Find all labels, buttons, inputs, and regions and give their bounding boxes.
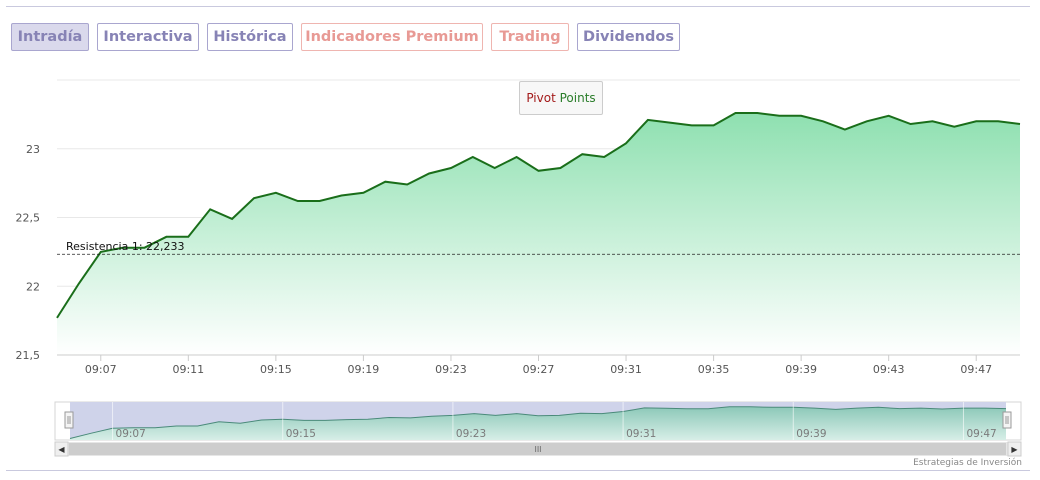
navigator-x-label: 09:23 bbox=[456, 428, 486, 440]
tab-trading[interactable]: Trading bbox=[491, 23, 569, 51]
x-tick-label: 09:31 bbox=[610, 363, 642, 376]
tab-interactiva[interactable]: Interactiva bbox=[97, 23, 199, 51]
x-axis: 09:07 09:11 09:15 09:19 09:23 09:27 09:31 09:35… bbox=[57, 354, 1020, 376]
points-label: Points bbox=[559, 91, 596, 105]
x-tick-label: 09:43 bbox=[873, 363, 905, 376]
scrollbar-thumb[interactable] bbox=[69, 443, 1006, 455]
navigator-area bbox=[70, 406, 1006, 440]
bottom-divider bbox=[6, 470, 1030, 471]
y-tick-label: 21,5 bbox=[16, 349, 41, 362]
x-tick-label: 09:19 bbox=[348, 363, 380, 376]
price-area bbox=[57, 113, 1020, 355]
scroll-right-icon: ▶ bbox=[1011, 445, 1018, 454]
scrollbar-grip: III bbox=[534, 445, 541, 454]
pivot-points-button[interactable]: Pivot Points bbox=[519, 81, 603, 115]
tab-historica[interactable]: Histórica bbox=[207, 23, 293, 51]
price-line bbox=[56, 112, 1021, 319]
navigator-x-axis: 09:07 09:15 09:23 09:31 09:39 09:47 bbox=[112, 402, 997, 440]
tab-intradia[interactable]: Intradía bbox=[11, 23, 89, 51]
navigator[interactable]: 09:07 09:15 09:23 09:31 09:39 09:47 III ◀ ▶ bbox=[0, 400, 1040, 460]
top-divider bbox=[6, 6, 1030, 7]
x-tick-label: 09:23 bbox=[435, 363, 467, 376]
x-tick-label: 09:35 bbox=[698, 363, 730, 376]
navigator-x-label: 09:07 bbox=[116, 428, 146, 440]
credit-text: Estrategias de Inversión bbox=[913, 458, 1022, 468]
x-tick-label: 09:15 bbox=[260, 363, 292, 376]
tab-indicadores-premium[interactable]: Indicadores Premium bbox=[301, 23, 483, 51]
x-tick-label: 09:39 bbox=[785, 363, 817, 376]
scroll-right-button[interactable] bbox=[1007, 441, 1022, 457]
pivot-label: Pivot bbox=[526, 91, 556, 105]
navigator-line bbox=[69, 406, 1007, 439]
x-tick-label: 09:47 bbox=[960, 363, 992, 376]
y-tick-label: 23 bbox=[26, 143, 40, 156]
navigator-x-label: 09:47 bbox=[966, 428, 996, 440]
navigator-handle-right[interactable] bbox=[1002, 411, 1012, 429]
navigator-handle-left[interactable] bbox=[64, 411, 74, 429]
navigator-x-label: 09:15 bbox=[286, 428, 316, 440]
y-tick-label: 22 bbox=[26, 280, 40, 293]
navigator-x-label: 09:39 bbox=[796, 428, 826, 440]
scroll-left-icon: ◀ bbox=[58, 445, 65, 454]
y-tick-label: 22,5 bbox=[16, 212, 41, 225]
y-axis: 21,5 22 22,5 23 bbox=[16, 143, 41, 362]
x-tick-label: 09:11 bbox=[172, 363, 204, 376]
tab-dividendos[interactable]: Dividendos bbox=[577, 23, 680, 51]
navigator-x-label: 09:31 bbox=[626, 428, 656, 440]
resistance-label: Resistencia 1: 22,233 bbox=[66, 240, 185, 253]
scroll-left-button[interactable] bbox=[54, 441, 69, 457]
x-tick-label: 09:27 bbox=[523, 363, 555, 376]
x-tick-label: 09:07 bbox=[85, 363, 117, 376]
